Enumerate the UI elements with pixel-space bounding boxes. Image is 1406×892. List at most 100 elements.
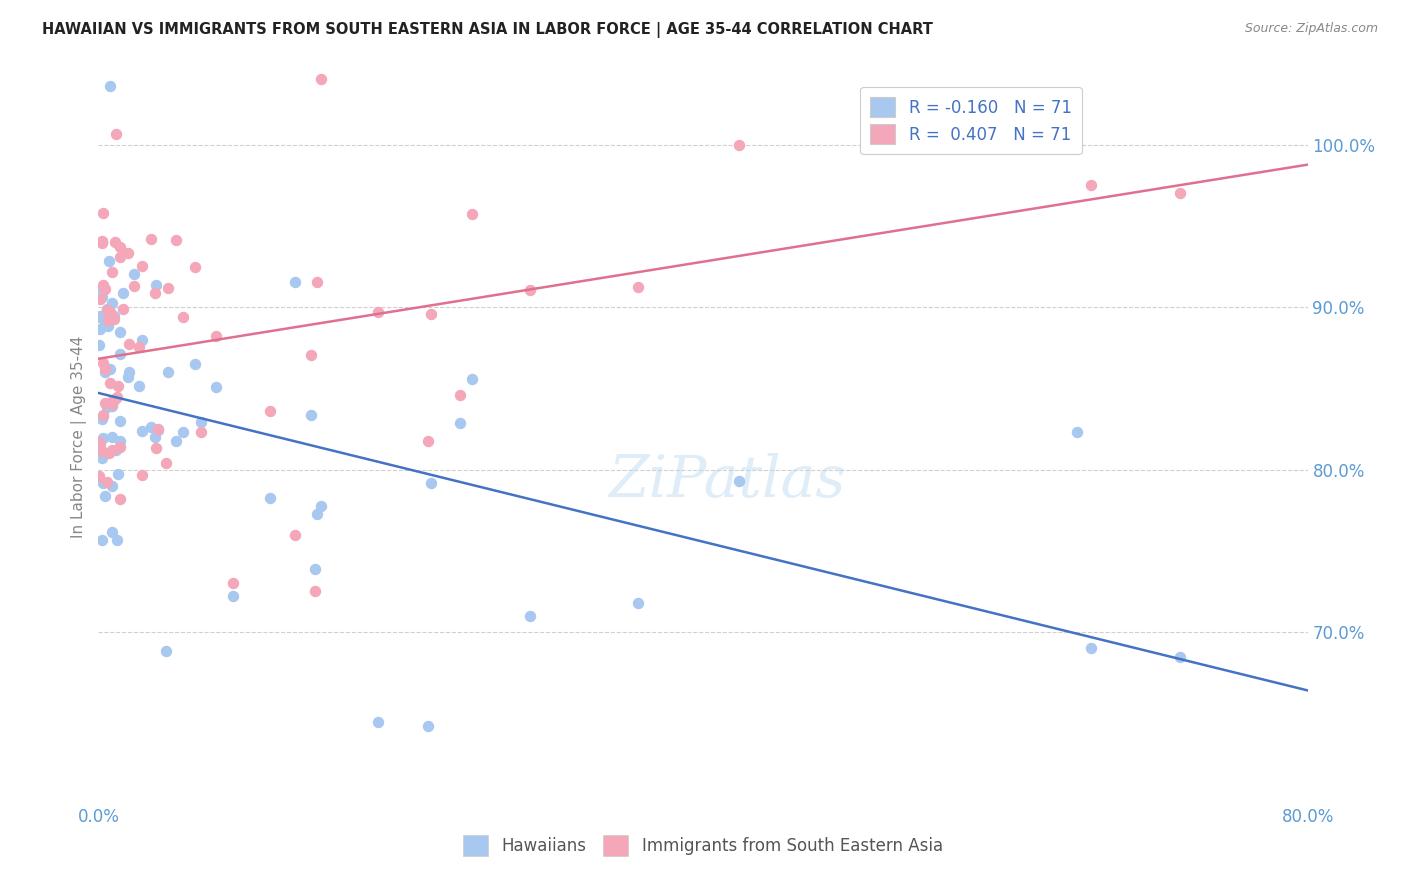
Point (89, 293, 111, 307)
Point (110, 240, 132, 254)
Point (101, 394, 124, 409)
Point (416, 434, 439, 449)
Point (172, 310, 194, 324)
Point (98, 304, 121, 318)
Point (91, 277, 114, 292)
Point (96, 475, 118, 489)
Point (97, 446, 120, 460)
Point (299, 408, 322, 422)
Point (305, 275, 328, 289)
Point (91, 356, 114, 370)
Point (91, 283, 114, 297)
Point (122, 267, 145, 281)
Point (108, 413, 131, 427)
Point (91, 431, 114, 445)
Point (105, 127, 128, 141)
Point (1080, 178, 1102, 193)
Point (143, 286, 166, 301)
Point (97, 318, 120, 333)
Point (145, 442, 167, 456)
Point (1066, 425, 1088, 439)
Text: ZiPatlas: ZiPatlas (609, 453, 846, 509)
Point (148, 424, 170, 438)
Point (367, 714, 389, 729)
Point (101, 430, 124, 444)
Point (139, 232, 162, 246)
Point (101, 525, 124, 540)
Point (104, 392, 127, 406)
Point (107, 379, 129, 393)
Point (112, 302, 135, 317)
Point (98, 79, 121, 94)
Point (309, 72, 332, 87)
Point (283, 527, 305, 541)
Point (139, 419, 162, 434)
Point (222, 590, 245, 604)
Point (101, 265, 124, 279)
Point (416, 719, 439, 733)
Point (1080, 641, 1102, 656)
Point (91, 234, 114, 248)
Point (89, 310, 111, 324)
Point (90, 412, 112, 426)
Point (94, 361, 117, 376)
Point (131, 468, 153, 483)
Point (172, 425, 194, 439)
Point (91, 290, 114, 304)
Point (519, 608, 541, 623)
Point (110, 434, 132, 448)
Point (131, 424, 153, 438)
Point (118, 365, 141, 379)
Point (98, 361, 121, 376)
Point (131, 333, 153, 347)
Point (97, 253, 120, 268)
Point (309, 500, 332, 514)
Point (105, 533, 128, 547)
Point (449, 388, 471, 402)
Point (190, 415, 212, 429)
Point (104, 235, 127, 250)
Point (190, 425, 212, 440)
Point (91, 409, 114, 424)
Legend: Hawaiians, Immigrants from South Eastern Asia: Hawaiians, Immigrants from South Eastern… (456, 827, 950, 864)
Point (96, 302, 118, 317)
Point (96, 400, 118, 414)
Point (101, 296, 124, 310)
Point (105, 443, 128, 458)
Point (101, 399, 124, 413)
Point (1066, 137, 1088, 152)
Point (108, 492, 131, 507)
Point (103, 312, 125, 326)
Point (108, 250, 131, 264)
Point (87, 469, 110, 483)
Point (1168, 186, 1191, 201)
Point (156, 365, 179, 379)
Point (304, 584, 326, 599)
Point (461, 207, 484, 221)
Point (94, 282, 117, 296)
Point (204, 329, 226, 343)
Point (89, 309, 111, 323)
Point (222, 576, 245, 591)
Point (143, 430, 166, 444)
Point (91, 444, 114, 458)
Point (259, 491, 281, 506)
Point (101, 479, 124, 493)
Point (728, 474, 751, 488)
Point (165, 434, 187, 449)
Point (103, 310, 125, 324)
Point (449, 416, 471, 430)
Point (110, 440, 132, 454)
Point (97, 312, 120, 326)
Point (117, 246, 139, 260)
Point (461, 372, 484, 386)
Point (89, 434, 111, 449)
Point (131, 260, 153, 274)
Point (101, 397, 124, 411)
Point (94, 365, 117, 379)
Point (204, 380, 226, 394)
Point (101, 442, 124, 457)
Point (94, 315, 117, 329)
Point (87, 338, 110, 352)
Text: HAWAIIAN VS IMMIGRANTS FROM SOUTH EASTERN ASIA IN LABOR FORCE | AGE 35-44 CORREL: HAWAIIAN VS IMMIGRANTS FROM SOUTH EASTER… (42, 22, 934, 38)
